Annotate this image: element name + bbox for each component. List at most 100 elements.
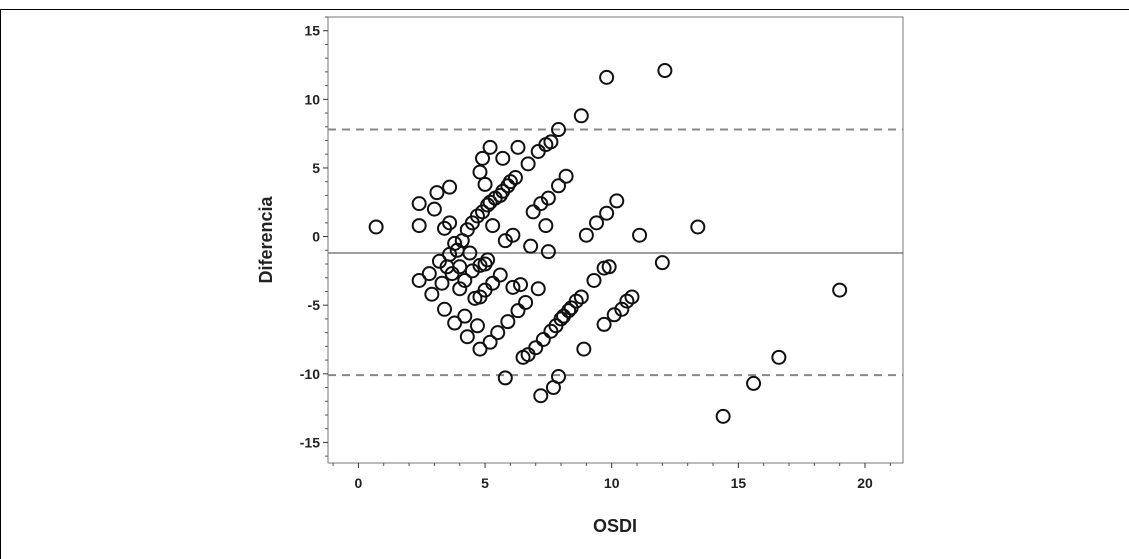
data-point (525, 204, 541, 220)
data-point (442, 215, 458, 231)
data-point (558, 168, 574, 184)
frame-left-border (0, 9, 1, 559)
data-point (533, 388, 549, 404)
data-point (715, 408, 731, 424)
data-point (543, 134, 559, 150)
data-point (551, 178, 567, 194)
data-point (442, 179, 458, 195)
data-point (447, 235, 463, 251)
data-point (573, 108, 589, 124)
data-point (624, 289, 640, 305)
data-point (495, 150, 511, 166)
data-point (411, 218, 427, 234)
data-point (490, 325, 506, 341)
data-point (469, 318, 485, 334)
data-point (690, 219, 706, 235)
data-point (368, 219, 384, 235)
data-point (472, 164, 488, 180)
x-tick-label: 10 (604, 475, 620, 491)
data-point (551, 122, 567, 138)
axis-ticks: 15 10 5 0 -5 -10 -15 0 5 10 15 20 (300, 16, 891, 491)
y-tick-label: 10 (304, 91, 320, 107)
data-point (485, 218, 501, 234)
data-point (457, 308, 473, 324)
data-point (518, 294, 534, 310)
y-tick-label: 15 (304, 23, 320, 39)
data-point (589, 215, 605, 231)
data-point (475, 150, 491, 166)
data-point (657, 63, 673, 79)
x-tick-label: 20 (857, 475, 873, 491)
data-point (485, 275, 501, 291)
data-point (832, 282, 848, 298)
y-tick-label: -5 (308, 297, 321, 313)
data-point (459, 329, 475, 345)
data-point (614, 301, 630, 317)
data-point (596, 316, 612, 332)
data-point (434, 275, 450, 291)
data-point (421, 266, 437, 282)
data-point (540, 244, 556, 260)
data-point (447, 315, 463, 331)
x-tick-label: 0 (354, 475, 362, 491)
data-point (462, 245, 478, 261)
data-point (507, 170, 523, 186)
plot-frame (327, 16, 904, 464)
data-point (437, 301, 453, 317)
data-point (632, 227, 648, 243)
data-points (368, 63, 848, 424)
data-point (411, 272, 427, 288)
data-point (452, 281, 468, 297)
data-point (492, 267, 508, 283)
data-point (540, 190, 556, 206)
data-point (578, 227, 594, 243)
data-point (599, 69, 615, 85)
data-point (530, 281, 546, 297)
data-point (553, 311, 569, 327)
data-point (771, 349, 787, 365)
data-point (505, 279, 521, 295)
data-point (429, 185, 445, 201)
data-point (480, 252, 496, 268)
data-point (573, 289, 589, 305)
data-point (530, 143, 546, 159)
data-point (513, 277, 529, 293)
data-point (586, 272, 602, 288)
data-point (411, 196, 427, 212)
data-point (482, 139, 498, 155)
data-point (599, 205, 615, 221)
data-point (510, 139, 526, 155)
data-point (551, 369, 567, 385)
data-point (535, 331, 551, 347)
y-tick-label: -15 (300, 434, 320, 450)
data-point (601, 259, 617, 275)
data-point (510, 303, 526, 319)
data-point (561, 303, 577, 319)
data-point (505, 227, 521, 243)
data-point (500, 314, 516, 330)
data-point (424, 286, 440, 302)
reference-lines (328, 128, 903, 377)
data-point (746, 375, 762, 391)
data-point (528, 340, 544, 356)
data-point (520, 156, 536, 172)
x-tick-label: 5 (481, 475, 489, 491)
x-axis-label: OSDI (593, 516, 637, 536)
x-tick-label: 15 (731, 475, 747, 491)
data-point (426, 201, 442, 217)
data-point (654, 255, 670, 271)
y-tick-label: -10 (300, 366, 320, 382)
data-point (576, 341, 592, 357)
data-point (609, 193, 625, 209)
data-point (472, 341, 488, 357)
data-point (477, 176, 493, 192)
y-axis-label: Diferencia (256, 195, 276, 283)
data-point (452, 259, 468, 275)
data-point (523, 238, 539, 254)
data-point (482, 334, 498, 350)
data-point (457, 272, 473, 288)
data-point (538, 218, 554, 234)
data-point (497, 370, 513, 386)
frame-top-border (0, 9, 1129, 10)
